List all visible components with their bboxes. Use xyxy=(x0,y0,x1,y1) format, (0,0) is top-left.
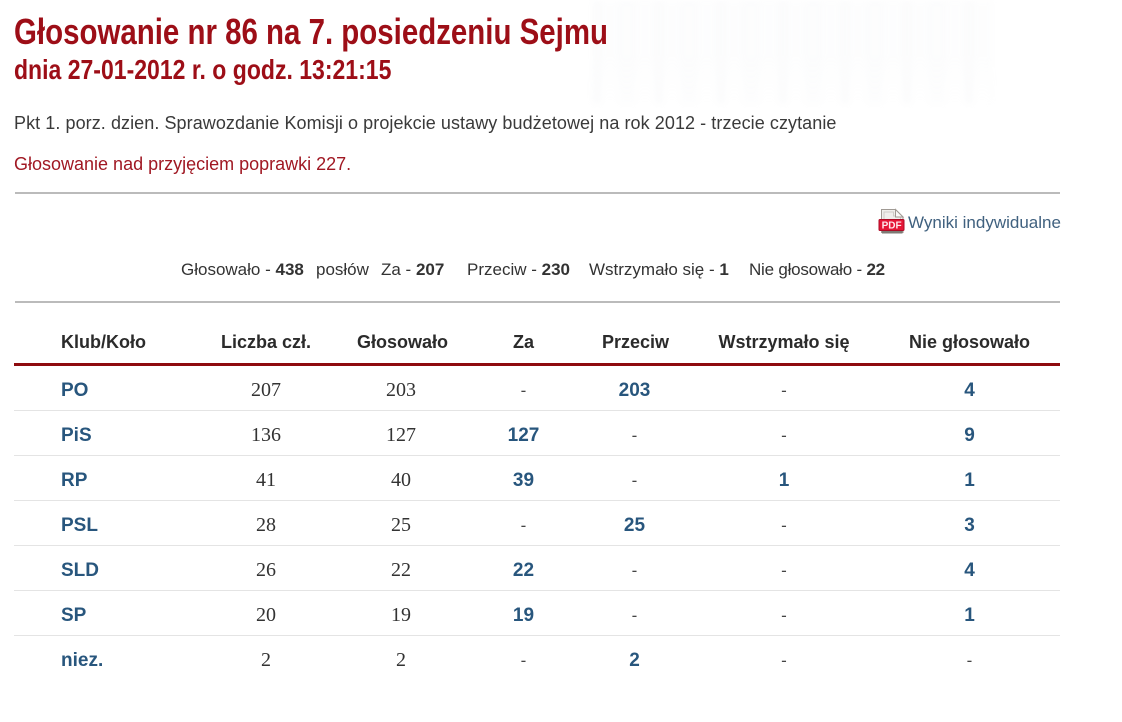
svg-text:PDF: PDF xyxy=(882,221,902,232)
